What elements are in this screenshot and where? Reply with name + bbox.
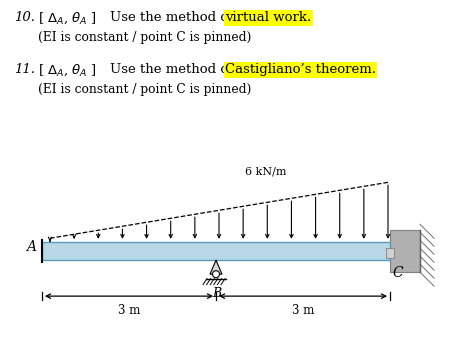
Text: A: A	[26, 240, 36, 254]
Text: 10.: 10.	[14, 12, 35, 24]
Text: Use the method of: Use the method of	[110, 12, 233, 24]
Text: Castigliano’s theorem.: Castigliano’s theorem.	[224, 63, 375, 76]
Text: Use the method of: Use the method of	[110, 63, 233, 76]
Text: [ $\Delta_A$, $\theta_A$ ]: [ $\Delta_A$, $\theta_A$ ]	[38, 62, 96, 77]
Bar	[385, 248, 393, 258]
Bar	[42, 242, 389, 260]
Circle shape	[212, 271, 219, 278]
Text: C: C	[391, 266, 402, 280]
Text: (EI is constant / point C is pinned): (EI is constant / point C is pinned)	[38, 83, 251, 96]
Text: (EI is constant / point C is pinned): (EI is constant / point C is pinned)	[38, 31, 251, 44]
Text: B: B	[212, 287, 221, 300]
Bar	[389, 230, 419, 272]
Text: 11.: 11.	[14, 63, 35, 76]
Text: 6 kN/m: 6 kN/m	[245, 166, 286, 176]
Text: virtual work.: virtual work.	[224, 12, 311, 24]
Text: [ $\Delta_A$, $\theta_A$ ]: [ $\Delta_A$, $\theta_A$ ]	[38, 10, 96, 26]
Text: 3 m: 3 m	[118, 304, 140, 317]
Polygon shape	[210, 260, 222, 274]
Text: 3 m: 3 m	[291, 304, 313, 317]
